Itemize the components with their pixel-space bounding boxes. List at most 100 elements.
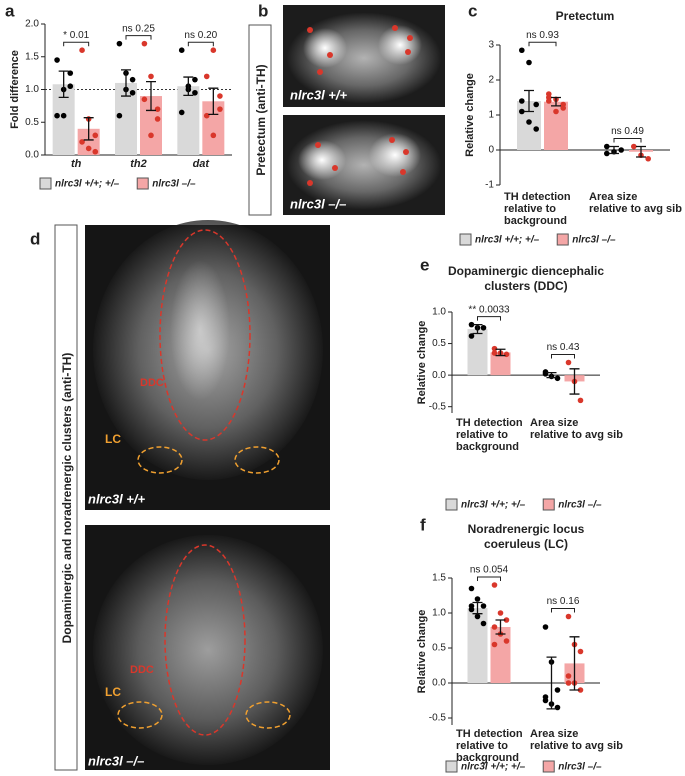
y-tick-label: 1.0 [432,307,446,318]
error-bar [569,368,580,395]
data-point [546,98,552,104]
significance-label: ns 0.43 [547,342,580,353]
data-point [217,93,223,99]
data-point [526,119,532,125]
x-tick-label: th2 [130,158,147,170]
data-point [503,617,510,623]
y-axis-label: Relative change [416,321,428,405]
legend-label: nlrc3l –/– [558,762,602,773]
panel-letter: a [5,1,15,20]
data-point [533,101,539,108]
data-point [577,648,584,655]
data-point [116,40,123,47]
data-point [565,673,572,679]
y-axis-label: Fold difference [9,50,21,129]
x-tick-label: th [71,158,82,170]
data-point [631,143,637,150]
data-point [618,147,624,153]
error-bar [58,70,69,99]
significance-bracket [477,576,501,581]
data-point [141,96,148,103]
significance-bracket [63,41,90,47]
legend-swatch [542,760,555,773]
x-tick-label: TH detection [456,417,523,429]
x-tick-label: relative to avg sib [530,740,623,752]
significance-bracket [528,41,557,47]
significance-label: ns 0.16 [547,596,580,607]
data-point [217,106,223,112]
data-point [474,613,481,620]
data-point [178,47,185,53]
y-tick-label: 0.5 [432,338,446,349]
data-point [491,641,498,648]
bar [177,86,200,155]
data-point [480,603,487,609]
data-point [468,321,475,328]
panel-letter: b [258,1,268,20]
data-point [560,105,566,111]
data-point [519,47,525,54]
data-point [554,687,561,693]
data-point [577,397,584,404]
data-point [542,624,549,630]
data-point [542,694,549,700]
legend-swatch [542,498,555,511]
significance-bracket [551,608,575,613]
error-bar [546,656,557,710]
legend-label: nlrc3l +/+; +/– [475,235,540,246]
data-point [54,112,60,119]
region-label: DDC [140,377,164,389]
data-point [192,76,198,83]
y-tick-label: 3 [488,40,494,51]
legend-label: nlrc3l –/– [558,500,602,511]
x-tick-label: Area size [589,191,637,203]
data-point [79,139,85,145]
y-tick-label: 0 [488,145,494,156]
bar [52,84,75,155]
error-bar [472,323,483,335]
x-tick-label: TH detection [504,191,571,203]
y-tick-label: 0.0 [432,678,446,689]
data-point [79,47,85,53]
error-bar [551,96,561,107]
bar [467,329,488,376]
error-bar [183,76,194,97]
data-point [480,620,487,627]
legend-label: nlrc3l –/– [572,235,616,246]
legend-label: nlrc3l +/+; +/– [461,500,526,511]
data-point [554,375,561,382]
legend-swatch [136,177,149,190]
error-bar [636,145,646,158]
data-point [60,112,67,119]
data-point [178,109,185,116]
data-point [519,108,525,115]
significance-label: ns 0.25 [122,23,155,34]
y-tick-label: 0.5 [25,117,39,128]
bar [115,82,137,155]
significance-label: ns 0.49 [611,126,644,137]
significance-label: ns 0.93 [526,30,559,41]
data-point [519,98,525,104]
data-point [474,596,481,602]
data-point [154,106,161,112]
y-tick-label: 0.5 [432,643,446,654]
data-point [526,59,532,66]
chart-title: Dopaminergic diencephalic [448,264,604,278]
x-tick-label: relative to avg sib [589,203,682,215]
data-point [565,359,572,366]
data-point [497,610,504,616]
bar [467,608,488,683]
data-point [468,585,475,592]
y-tick-label: 1.5 [432,573,446,584]
legend-swatch [445,760,458,773]
y-axis-label: Relative change [416,610,428,694]
x-tick-label: Area size [530,417,578,429]
data-point [645,155,651,162]
y-tick-label: 2 [488,75,494,86]
data-point [491,345,498,352]
y-tick-label: 1.5 [25,51,39,62]
genotype-label: nlrc3l +/+ [290,87,347,102]
data-point [148,132,154,139]
micrograph [283,115,445,215]
y-tick-label: -0.5 [429,401,447,412]
